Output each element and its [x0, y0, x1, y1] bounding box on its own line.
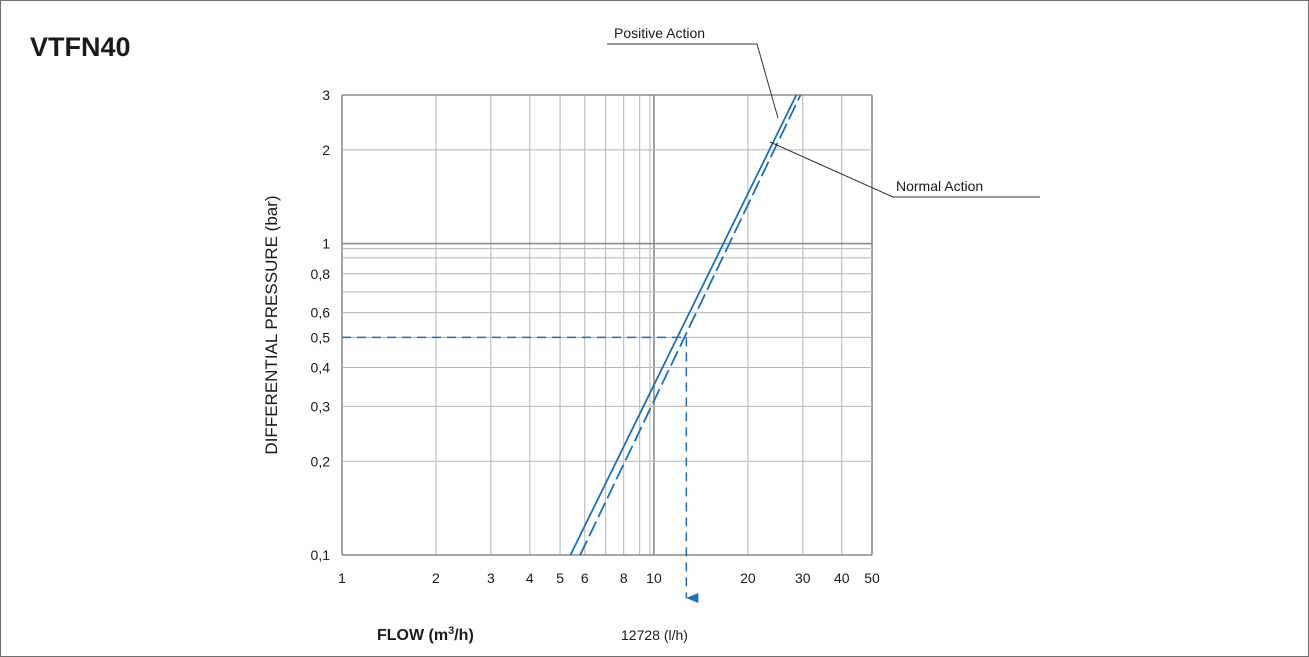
x-tick-label: 2: [432, 570, 440, 586]
y-tick-label: 0,5: [311, 329, 331, 345]
x-tick-label: 1: [338, 570, 346, 586]
x-tick-label: 20: [740, 570, 756, 586]
y-tick-label: 3: [322, 87, 330, 103]
positive-action-leader: [756, 43, 779, 119]
chart-title: VTFN40: [30, 32, 131, 62]
y-axis-label: DIFFERENTIAL PRESSURE (bar): [262, 195, 281, 454]
y-tick-label: 0,3: [311, 398, 331, 414]
normal-action-label: Normal Action: [896, 178, 983, 194]
x-tick-label: 5: [556, 570, 564, 586]
x-tick-label: 50: [864, 570, 880, 586]
x-tick-label: 3: [487, 570, 495, 586]
y-tick-label: 0,4: [311, 360, 331, 376]
y-tick-label: 0,2: [311, 453, 331, 469]
y-tick-label: 0,6: [311, 305, 331, 321]
x-axis-label: FLOW (m3/h): [377, 625, 474, 644]
x-tick-label: 40: [834, 570, 850, 586]
y-tick-label: 0,8: [311, 266, 331, 282]
x-tick-label: 10: [646, 570, 662, 586]
normal-action-leader: [769, 141, 894, 198]
x-tick-label: 4: [526, 570, 534, 586]
x-tick-label: 30: [795, 570, 811, 586]
positive-action-label: Positive Action: [614, 25, 705, 41]
y-tick-label: 1: [322, 236, 330, 252]
y-tick-label: 0,1: [311, 547, 331, 563]
flow-result-label: 12728 (l/h): [621, 627, 688, 643]
y-tick-label: 2: [322, 142, 330, 158]
series-line-normal-action: [579, 94, 802, 556]
x-tick-label: 6: [581, 570, 589, 586]
x-tick-label: 8: [620, 570, 628, 586]
series-line-positive-action: [569, 94, 798, 556]
